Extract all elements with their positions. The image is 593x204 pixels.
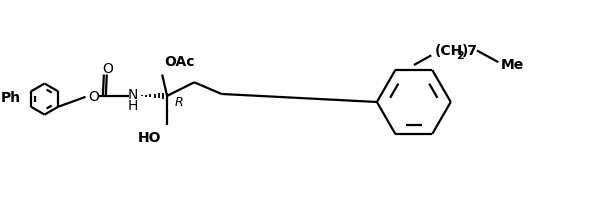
Text: O: O	[89, 90, 100, 103]
Text: O: O	[103, 61, 113, 75]
Text: OAc: OAc	[164, 55, 195, 69]
Text: Ph: Ph	[1, 91, 21, 105]
Text: H: H	[128, 98, 138, 112]
Text: )7: )7	[461, 44, 477, 58]
Text: (CH: (CH	[435, 44, 463, 58]
Text: HO: HO	[138, 130, 161, 144]
Text: 2: 2	[457, 51, 464, 61]
Text: R: R	[174, 96, 183, 109]
Text: Me: Me	[500, 58, 524, 72]
Text: N: N	[128, 88, 138, 101]
